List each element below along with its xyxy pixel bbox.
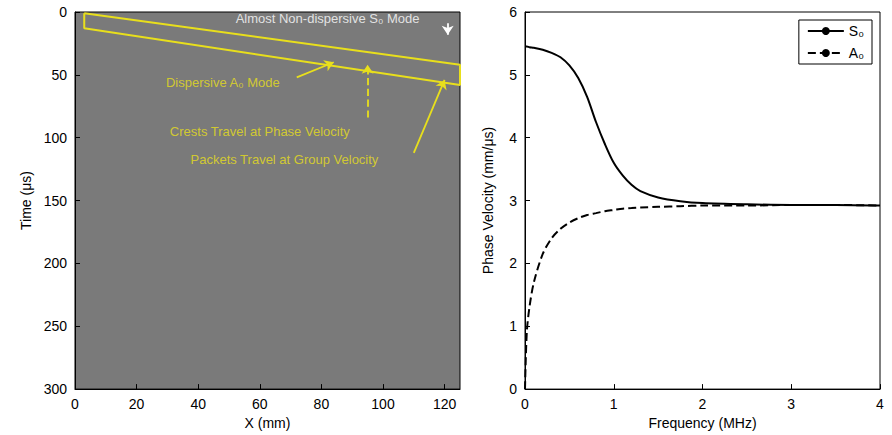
svg-text:300: 300 xyxy=(44,381,68,397)
svg-text:6: 6 xyxy=(509,4,517,20)
svg-text:X (mm): X (mm) xyxy=(245,415,291,431)
svg-text:Crests Travel at Phase Velocit: Crests Travel at Phase Velocity xyxy=(170,124,350,139)
svg-text:1: 1 xyxy=(509,318,517,334)
svg-text:40: 40 xyxy=(190,396,206,412)
svg-text:20: 20 xyxy=(129,396,145,412)
svg-text:60: 60 xyxy=(252,396,268,412)
svg-text:1: 1 xyxy=(610,396,618,412)
svg-text:Frequency (MHz): Frequency (MHz) xyxy=(648,415,756,431)
svg-text:2: 2 xyxy=(699,396,707,412)
svg-text:0: 0 xyxy=(59,4,67,20)
svg-text:0: 0 xyxy=(521,396,529,412)
svg-text:120: 120 xyxy=(433,396,457,412)
svg-text:200: 200 xyxy=(44,255,68,271)
svg-text:Dispersive A₀ Mode: Dispersive A₀ Mode xyxy=(166,75,280,90)
svg-text:150: 150 xyxy=(44,193,68,209)
svg-text:80: 80 xyxy=(314,396,330,412)
svg-text:Almost Non-dispersive S₀ Mode: Almost Non-dispersive S₀ Mode xyxy=(236,11,420,26)
svg-text:2: 2 xyxy=(509,255,517,271)
svg-text:Packets Travel at Group Veloci: Packets Travel at Group Velocity xyxy=(191,152,379,167)
svg-text:S₀: S₀ xyxy=(849,23,864,39)
svg-text:Phase Velocity (mm/μs): Phase Velocity (mm/μs) xyxy=(480,127,496,274)
svg-text:3: 3 xyxy=(787,396,795,412)
svg-text:100: 100 xyxy=(371,396,395,412)
svg-text:5: 5 xyxy=(509,67,517,83)
svg-text:4: 4 xyxy=(876,396,884,412)
svg-text:3: 3 xyxy=(509,193,517,209)
svg-text:A₀: A₀ xyxy=(849,45,864,61)
svg-text:4: 4 xyxy=(509,130,517,146)
svg-text:Time (μs): Time (μs) xyxy=(18,171,34,230)
svg-text:0: 0 xyxy=(71,396,79,412)
svg-text:50: 50 xyxy=(51,67,67,83)
svg-text:250: 250 xyxy=(44,318,68,334)
svg-text:0: 0 xyxy=(509,381,517,397)
svg-text:100: 100 xyxy=(44,130,68,146)
